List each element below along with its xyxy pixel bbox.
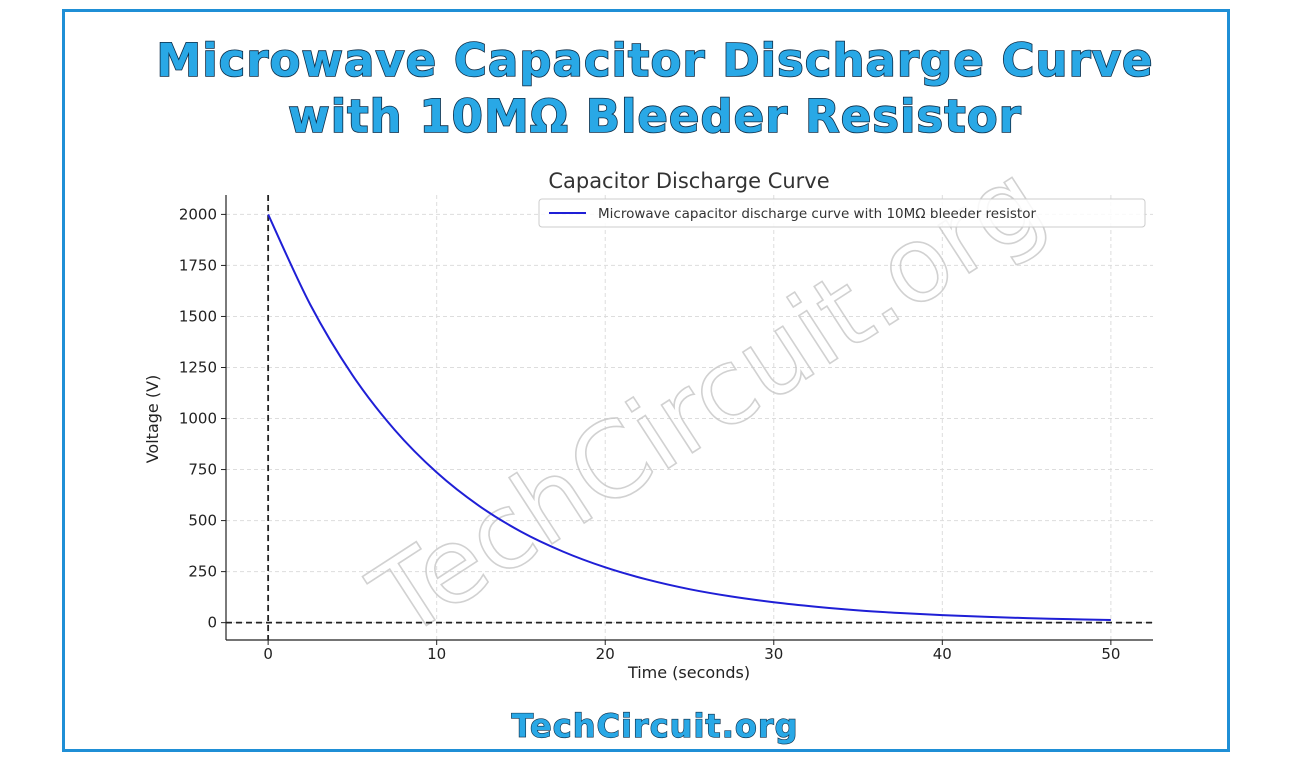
y-tick-label: 500 xyxy=(188,512,217,530)
x-tick-label: 30 xyxy=(764,645,783,663)
banner-title-line-2: with 10MΩ Bleeder Resistor xyxy=(287,89,1022,144)
reference-lines xyxy=(226,195,1153,640)
y-tick-label: 1250 xyxy=(179,358,217,376)
legend-box xyxy=(538,198,1146,228)
x-axis-label: Time (seconds) xyxy=(627,663,750,682)
discharge-curve-line xyxy=(267,213,1111,621)
y-tick-label: 1000 xyxy=(179,410,217,428)
footer-site-name: TechCircuit.org xyxy=(511,706,799,745)
legend: Microwave capacitor discharge curve with… xyxy=(538,198,1146,228)
y-tick-label: 250 xyxy=(188,563,217,581)
axes xyxy=(225,195,1153,641)
x-tick-label: 0 xyxy=(263,645,273,663)
x-tick-label: 10 xyxy=(427,645,446,663)
tick-labels: 0 10 20 30 40 5002505007501000125015001750200… xyxy=(179,205,1121,663)
y-axis-label: Voltage (V) xyxy=(143,375,162,464)
y-tick-label: 2000 xyxy=(179,205,217,223)
y-tick-label: 1500 xyxy=(179,307,217,325)
series-layer xyxy=(267,213,1111,621)
legend-label: Microwave capacitor discharge curve with… xyxy=(598,206,1036,222)
y-tick-label: 750 xyxy=(188,461,217,479)
y-tick-label: 0 xyxy=(207,614,217,632)
figure-frame xyxy=(62,9,1230,752)
banner-title-line-1: Microwave Capacitor Discharge Curve xyxy=(156,33,1154,88)
grid-lines xyxy=(226,195,1153,640)
x-tick-label: 40 xyxy=(933,645,952,663)
x-tick-label: 20 xyxy=(596,645,615,663)
y-tick-label: 1750 xyxy=(179,256,217,274)
chart-title: Capacitor Discharge Curve xyxy=(548,169,829,193)
x-tick-label: 50 xyxy=(1101,645,1120,663)
